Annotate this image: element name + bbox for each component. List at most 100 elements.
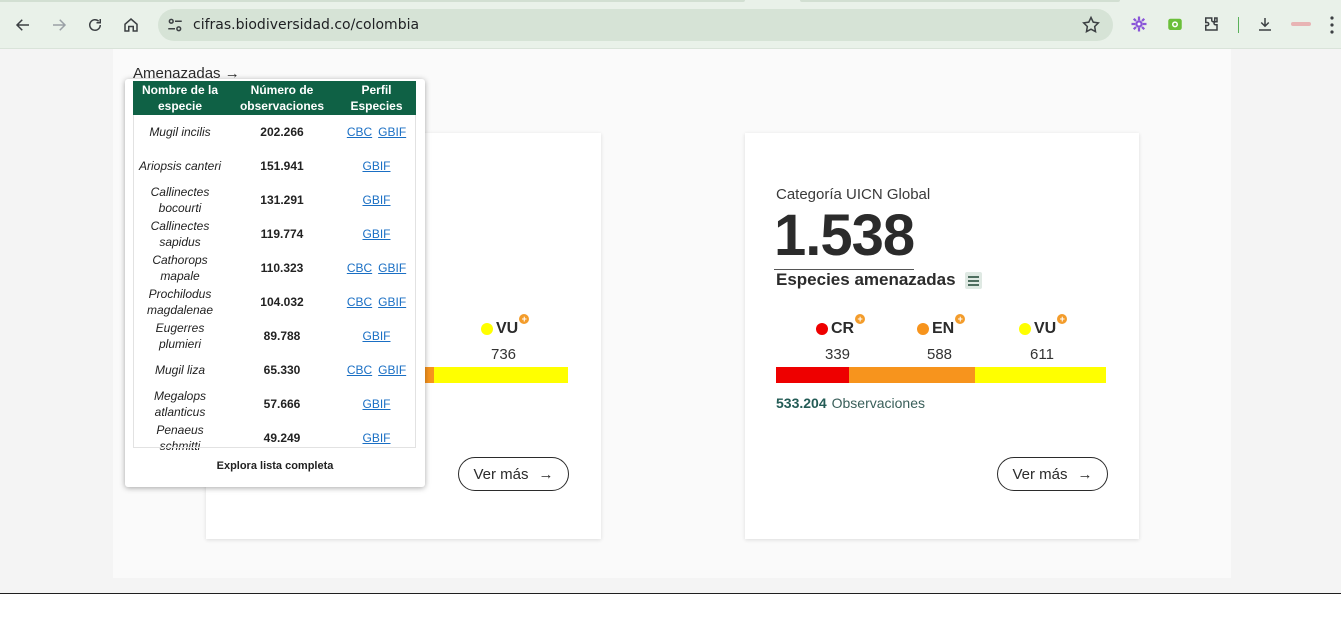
vu-dot-icon xyxy=(1019,323,1031,335)
observations-summary: 533.204 Observaciones xyxy=(776,395,925,411)
profile-links: GBIF xyxy=(337,319,416,353)
back-button[interactable] xyxy=(10,12,36,38)
menu-icon[interactable] xyxy=(1330,15,1334,35)
observations-count: 533.204 xyxy=(776,395,827,411)
observation-count: 65.330 xyxy=(263,363,301,377)
camera-icon xyxy=(1168,18,1182,30)
table-row: Penaeus schmitti 49.249 GBIF xyxy=(133,421,416,455)
arrow-right-icon: → xyxy=(1077,465,1093,483)
extension-button-1[interactable] xyxy=(1129,14,1149,34)
gbif-link[interactable]: GBIF xyxy=(362,159,391,173)
total-threatened-count: 1.538 xyxy=(774,203,915,270)
profile-links: CBC GBIF xyxy=(337,285,416,319)
category-value: 736 xyxy=(491,346,517,363)
below-viewport xyxy=(0,594,1341,636)
card-subtitle: Especies amenazadas xyxy=(776,270,982,290)
observation-count: 151.941 xyxy=(260,159,304,173)
category-value-vu: 611 xyxy=(1030,346,1054,363)
extension-button-2[interactable] xyxy=(1165,14,1185,34)
profile-links: GBIF xyxy=(337,149,416,183)
downloads-button[interactable] xyxy=(1255,14,1275,34)
table-row: Callinectes bocourti 131.291 GBIF xyxy=(133,183,416,217)
species-name: Callinectes sapidus xyxy=(150,219,210,249)
arrow-right-icon: → xyxy=(224,65,240,82)
forward-button[interactable] xyxy=(46,12,72,38)
bar-segment-vu xyxy=(434,367,568,383)
toolbar-divider xyxy=(1238,17,1239,33)
profile-links: GBIF xyxy=(337,421,416,455)
gbif-link[interactable]: GBIF xyxy=(362,397,391,411)
button-label: Ver más xyxy=(1012,465,1068,483)
species-popup: Nombre de la especie Número de observaci… xyxy=(125,79,425,487)
reload-button[interactable] xyxy=(82,12,108,38)
gbif-link[interactable]: GBIF xyxy=(378,363,407,377)
gbif-link[interactable]: GBIF xyxy=(362,193,391,207)
profile-button[interactable] xyxy=(1291,22,1311,26)
category-cr: CR + xyxy=(816,314,866,338)
observation-count: 57.666 xyxy=(263,397,301,411)
header-species: Nombre de la especie xyxy=(133,81,227,115)
header-observations: Número de observaciones xyxy=(227,81,337,115)
species-name: Megalops atlanticus xyxy=(153,389,207,419)
table-row: Cathorops mapale 110.323 CBC GBIF xyxy=(133,251,416,285)
plus-icon[interactable]: + xyxy=(519,314,530,324)
observation-count: 131.291 xyxy=(260,193,304,207)
explore-full-list-link[interactable]: Explora lista completa xyxy=(216,460,334,472)
ver-mas-button[interactable]: Ver más → xyxy=(458,457,569,491)
address-bar[interactable]: cifras.biodiversidad.co/colombia xyxy=(158,9,1113,41)
gbif-link[interactable]: GBIF xyxy=(362,431,391,445)
profile-links: GBIF xyxy=(337,387,416,421)
profile-links: CBC GBIF xyxy=(337,353,416,387)
plus-icon[interactable]: + xyxy=(855,314,866,324)
species-name: Cathorops mapale xyxy=(152,253,208,283)
gbif-link[interactable]: GBIF xyxy=(362,227,391,241)
plus-icon[interactable]: + xyxy=(1057,314,1068,324)
home-button[interactable] xyxy=(118,12,144,38)
home-icon xyxy=(124,18,138,32)
table-row: Mugil incilis 202.266 CBC GBIF xyxy=(133,115,416,149)
star-icon[interactable] xyxy=(1081,15,1101,35)
url-text[interactable]: cifras.biodiversidad.co/colombia xyxy=(193,17,420,33)
arrow-right-icon xyxy=(53,19,67,31)
extensions-button[interactable] xyxy=(1201,14,1221,34)
cbc-link[interactable]: CBC xyxy=(346,363,373,377)
table-row: Mugil liza 65.330 CBC GBIF xyxy=(133,353,416,387)
species-name: Penaeus schmitti xyxy=(156,423,204,453)
gbif-link[interactable]: GBIF xyxy=(378,295,407,309)
category-bar xyxy=(406,367,568,383)
category-label: Categoría UICN Global xyxy=(776,186,931,203)
species-name: Ariopsis canteri xyxy=(138,159,222,173)
observation-count: 119.774 xyxy=(260,227,304,241)
table-row: Callinectes sapidus 119.774 GBIF xyxy=(133,217,416,251)
profile-links: CBC GBIF xyxy=(337,251,416,285)
header-profile: Perfil Especies xyxy=(337,81,416,115)
puzzle-gear-icon xyxy=(1131,16,1147,32)
bar-segment-vu xyxy=(974,367,1106,383)
plus-icon[interactable]: + xyxy=(955,314,966,324)
category-value-cr: 339 xyxy=(825,346,851,363)
gbif-link[interactable]: GBIF xyxy=(378,125,407,139)
observation-count: 104.032 xyxy=(260,295,304,309)
cbc-link[interactable]: CBC xyxy=(346,295,373,309)
list-icon[interactable] xyxy=(964,271,982,289)
species-name: Eugerres plumieri xyxy=(155,321,205,351)
bar-segment-cr xyxy=(776,367,849,383)
cbc-link[interactable]: CBC xyxy=(346,261,373,275)
observation-count: 110.323 xyxy=(260,261,304,275)
profile-links: CBC GBIF xyxy=(337,115,416,149)
gbif-link[interactable]: GBIF xyxy=(378,261,407,275)
profile-links: GBIF xyxy=(337,183,416,217)
section-heading[interactable]: Amenazadas → xyxy=(133,65,240,82)
cbc-link[interactable]: CBC xyxy=(346,125,373,139)
profile-links: GBIF xyxy=(337,217,416,251)
gbif-link[interactable]: GBIF xyxy=(362,329,391,343)
species-name: Callinectes bocourti xyxy=(150,185,210,215)
tune-icon[interactable] xyxy=(166,16,184,34)
vu-dot-icon xyxy=(481,323,493,335)
observation-count: 89.788 xyxy=(263,329,301,343)
tab-strip xyxy=(0,0,1341,3)
species-name: Mugil incilis xyxy=(149,125,211,139)
table-row: Megalops atlanticus 57.666 GBIF xyxy=(133,387,416,421)
puzzle-icon xyxy=(1205,17,1218,31)
ver-mas-button[interactable]: Ver más → xyxy=(997,457,1108,491)
